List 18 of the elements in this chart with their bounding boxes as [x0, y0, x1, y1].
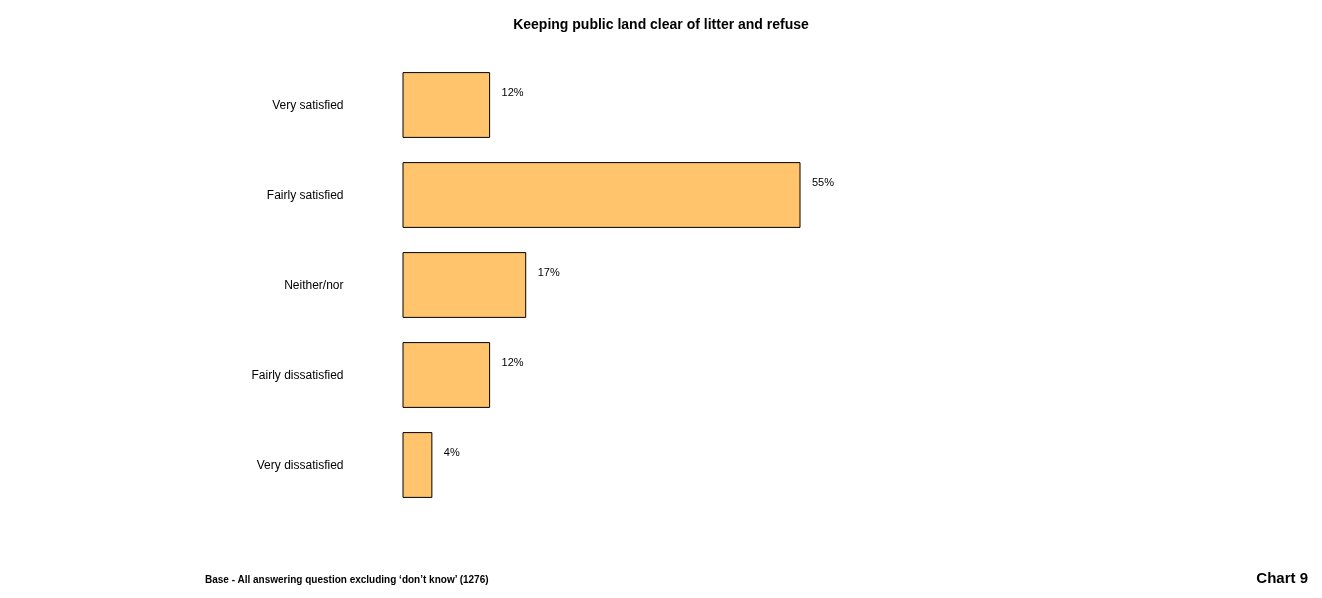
bar	[402, 432, 433, 498]
bar	[402, 342, 491, 408]
data-label: 55%	[812, 176, 835, 188]
y-tick-label: Very satisfied	[272, 98, 344, 112]
y-tick-label: Fairly dissatisfied	[251, 368, 344, 382]
bar	[402, 72, 491, 138]
y-tick-label: Fairly satisfied	[266, 188, 344, 202]
chart-title: Keeping public land clear of litter and refuse	[513, 16, 810, 32]
y-tick-label: Neither/nor	[284, 278, 344, 292]
y-tick-label: Very dissatisfied	[256, 458, 344, 472]
data-label: 17%	[537, 266, 560, 278]
caption: Chart 9	[1256, 569, 1308, 586]
data-label: 4%	[443, 446, 460, 458]
bar	[402, 252, 527, 318]
data-label: 12%	[501, 86, 524, 98]
bar	[402, 162, 801, 228]
data-label: 12%	[501, 356, 524, 368]
text: Base - All answering question excluding ‘don’t know’ (1276)	[205, 574, 489, 585]
